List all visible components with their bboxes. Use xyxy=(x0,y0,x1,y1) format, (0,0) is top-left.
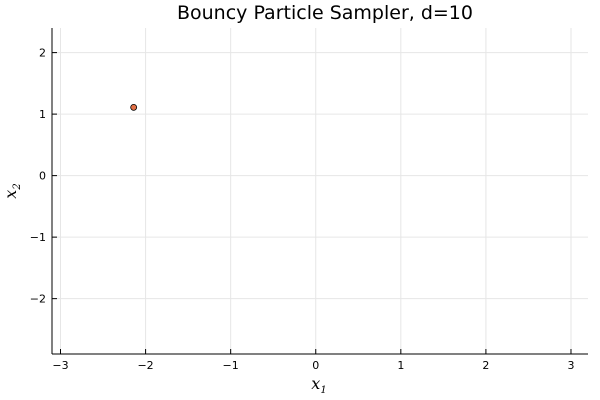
chart-title: Bouncy Particle Sampler, d=10 xyxy=(177,2,473,24)
data-points xyxy=(130,103,138,111)
x-axis-label-base: x xyxy=(311,374,320,393)
y-axis-label: x2 xyxy=(1,183,23,198)
x-axis-label: x1 xyxy=(311,374,326,396)
grid-lines xyxy=(52,28,588,354)
x-tick-label: 3 xyxy=(567,359,574,372)
x-tick-label: 1 xyxy=(397,359,404,372)
y-tick-label: −1 xyxy=(30,231,46,244)
y-axis-label-base: x xyxy=(1,190,20,199)
y-tick-label: 1 xyxy=(39,108,46,121)
tick-labels: −3 −2 −1 0 1 2 3 −2 −1 0 1 2 xyxy=(30,47,575,372)
y-axis-label-subscript: 2 xyxy=(12,183,23,190)
scatter-point xyxy=(130,103,138,111)
x-tick-label: 0 xyxy=(312,359,319,372)
x-tick-label: −2 xyxy=(137,359,153,372)
x-tick-label: 2 xyxy=(482,359,489,372)
y-tick-label: 2 xyxy=(39,47,46,60)
x-tick-label: −3 xyxy=(52,359,68,372)
x-axis-label-subscript: 1 xyxy=(320,385,326,396)
y-tick-label: 0 xyxy=(39,170,46,183)
y-tick-label: −2 xyxy=(30,293,46,306)
x-tick-label: −1 xyxy=(223,359,239,372)
axes xyxy=(51,28,588,355)
